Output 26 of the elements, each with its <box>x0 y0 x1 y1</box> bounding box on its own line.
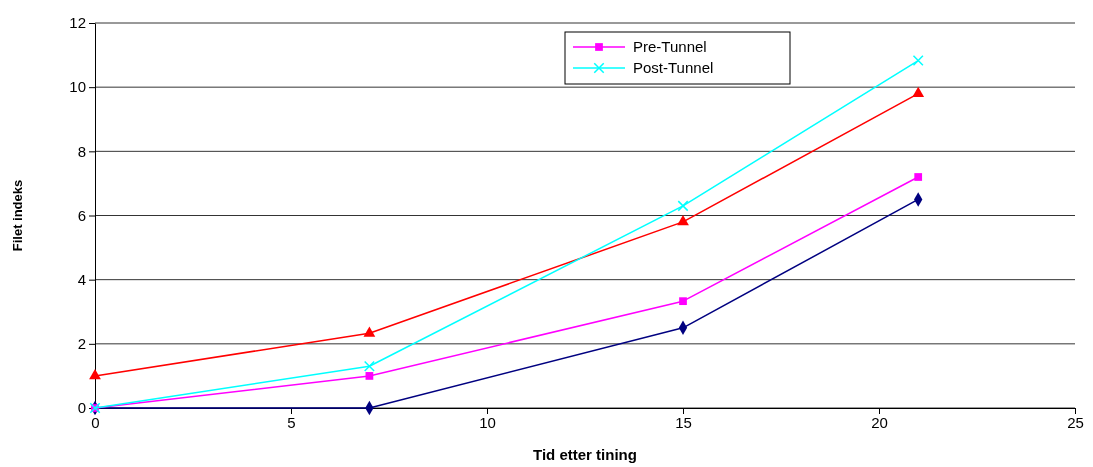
x-tick-label: 20 <box>871 413 888 431</box>
point <box>914 173 923 181</box>
legend-label: Pre-Tunnel <box>633 38 707 55</box>
legend-label: Post-Tunnel <box>633 59 714 76</box>
y-tick-label: 10 <box>69 78 86 96</box>
y-tick-label: 6 <box>77 206 86 224</box>
point <box>677 200 689 212</box>
x-tick-label: 25 <box>1067 413 1084 431</box>
x-tick-label: 0 <box>91 413 100 431</box>
y-tick-label: 8 <box>77 142 86 160</box>
y-tick-label: 2 <box>77 335 86 353</box>
point <box>677 215 689 226</box>
point <box>363 360 375 372</box>
x-axis-title: Tid etter tining <box>533 446 637 463</box>
x-tick-label: 15 <box>675 413 692 431</box>
y-tick-label: 4 <box>77 270 86 288</box>
y-tick-label: 12 <box>69 14 86 32</box>
y-tick-label: 0 <box>77 399 86 417</box>
point <box>679 297 687 306</box>
point <box>365 372 374 380</box>
x-tick-label: 5 <box>287 413 296 431</box>
point <box>363 326 376 337</box>
point <box>912 55 924 67</box>
point <box>89 369 101 380</box>
y-axis-title: Filet indeks <box>10 179 25 252</box>
x-tick-label: 10 <box>479 413 496 431</box>
